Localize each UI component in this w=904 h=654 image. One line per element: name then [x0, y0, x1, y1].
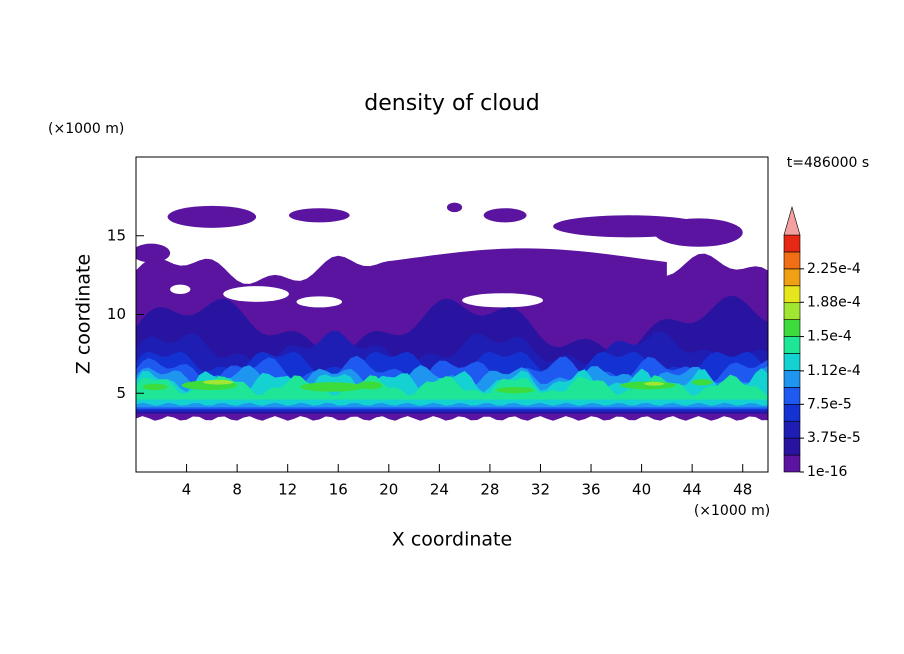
annotation: t=486000 s	[787, 155, 869, 171]
x-tick-label: 24	[430, 481, 449, 499]
colorbar-band	[783, 370, 801, 388]
colorbar-extend	[783, 205, 801, 236]
contour-patch	[288, 208, 350, 223]
contour-patch	[654, 218, 743, 247]
colorbar-band	[783, 319, 801, 337]
x-tick-label: 32	[531, 481, 550, 499]
x-tick-label: 36	[581, 481, 600, 499]
contour-field	[136, 202, 768, 421]
colorbar-band	[783, 285, 801, 304]
contour-patch	[170, 284, 191, 295]
colorbar-tick-label: 1.12e-4	[807, 363, 861, 379]
contour-patch	[483, 208, 527, 223]
colorbar-band	[783, 234, 801, 253]
colorbar-band	[783, 437, 801, 456]
x-unit: (×1000 m)	[694, 503, 770, 519]
x-tick-label: 40	[632, 481, 651, 499]
colorbar-band	[783, 268, 801, 287]
contour-patch	[644, 381, 665, 386]
colorbar-band	[783, 302, 801, 320]
y-axis-label: Z coordinate	[73, 254, 95, 374]
colorbar-tick-label: 1.88e-4	[807, 294, 861, 310]
colorbar-tick-label: 7.5e-5	[807, 396, 852, 412]
y-unit: (×1000 m)	[48, 121, 124, 137]
x-tick-label: 44	[683, 481, 702, 499]
x-tick-label: 48	[733, 481, 752, 499]
colorbar-tick-label: 1e-16	[807, 464, 847, 480]
x-tick-label: 20	[379, 481, 398, 499]
x-tick-label: 12	[278, 481, 297, 499]
contour-patch	[167, 205, 257, 228]
contour-patch	[462, 293, 544, 308]
colorbar-band	[783, 420, 801, 439]
y-tick-label: 10	[107, 305, 126, 323]
colorbar-band	[783, 336, 801, 354]
colorbar-band	[783, 353, 801, 371]
x-axis-label: X coordinate	[392, 529, 512, 551]
contour-patch	[136, 243, 171, 263]
colorbar-band	[783, 251, 801, 270]
contour-patch	[142, 383, 168, 391]
colorbar-tick-label: 2.25e-4	[807, 261, 861, 277]
contour-patch	[357, 381, 383, 390]
contour-patch	[496, 386, 535, 394]
colorbar-band	[783, 387, 801, 405]
colorbar-tick-label: 3.75e-5	[807, 430, 861, 446]
colorbar-band	[783, 403, 801, 422]
y-tick-label: 15	[107, 226, 126, 244]
contour-band	[388, 248, 667, 299]
colorbar-tick-label: 1.5e-4	[807, 329, 852, 345]
contour-band	[136, 374, 768, 400]
contour-patch	[692, 379, 713, 386]
x-tick-label: 4	[182, 481, 192, 499]
contour-patch	[300, 382, 364, 392]
contour-patch	[446, 202, 463, 213]
x-tick-label: 16	[329, 481, 348, 499]
colorbar-band	[783, 454, 801, 473]
x-tick-label: 28	[480, 481, 499, 499]
chart-title: density of cloud	[364, 91, 539, 116]
y-tick-label: 5	[116, 384, 126, 402]
contour-patch	[296, 296, 343, 308]
contour-patch	[223, 286, 289, 302]
x-tick-label: 8	[232, 481, 242, 499]
contour-patch	[202, 379, 234, 385]
